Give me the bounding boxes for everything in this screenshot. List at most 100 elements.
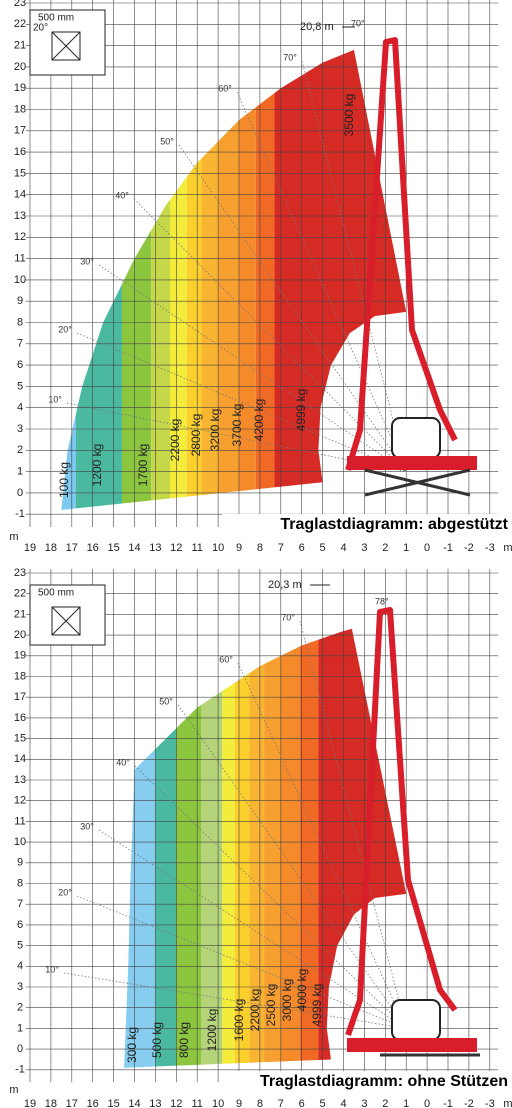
x-tick-label: -2 (464, 1098, 474, 1108)
x-tick-label: 2 (382, 1098, 388, 1108)
y-tick-label: 16 (14, 146, 26, 158)
tip-angle: 78° (375, 596, 389, 606)
angle-ray (236, 91, 407, 472)
x-tick-label: -3 (485, 1098, 495, 1108)
x-tick-label: -3 (485, 542, 495, 554)
angle-label: 10° (45, 964, 59, 974)
angle-label: 70° (283, 52, 297, 62)
load-zone (124, 628, 156, 1068)
y-tick-label: 0 (17, 487, 23, 499)
y-tick-label: 8 (17, 316, 23, 328)
angle-ray (98, 829, 407, 1029)
load-label: 4999 kg (310, 984, 324, 1027)
y-tick-label: 21 (14, 40, 26, 52)
x-tick-label: 9 (236, 1098, 242, 1108)
y-tick-label: 12 (14, 795, 26, 807)
angle-label: 20° (58, 324, 72, 334)
y-tick-label: 12 (14, 231, 26, 243)
load-label: 1600 kg (232, 999, 246, 1042)
x-tick-label: 17 (66, 1098, 78, 1108)
y-tick-label: 13 (14, 210, 26, 222)
y-tick-label: 19 (14, 650, 26, 662)
load-zone (155, 628, 177, 1068)
load-label: 2500 kg (264, 984, 278, 1027)
y-tick-label: 2 (17, 444, 23, 456)
x-tick-label: 18 (45, 1098, 57, 1108)
load-label: 3700 kg (230, 404, 244, 447)
y-tick-label: 10 (14, 274, 26, 286)
x-tick-label: 8 (257, 1098, 263, 1108)
y-tick-label: 0 (17, 1043, 23, 1055)
x-tick-label: -2 (464, 542, 474, 554)
y-tick-label: 7 (17, 338, 23, 350)
angle-label: 60° (219, 654, 233, 664)
axis-unit: m (503, 1098, 512, 1108)
x-tick-label: 5 (320, 1098, 326, 1108)
crane-body (347, 1038, 477, 1052)
crane-cab (391, 999, 441, 1041)
panel-title: Traglastdiagramm: abgestützt (280, 516, 508, 533)
y-tick-label: 5 (17, 940, 23, 952)
load-label: 4200 kg (252, 399, 266, 442)
angle-label: 60° (218, 83, 232, 93)
y-tick-label: 18 (14, 670, 26, 682)
y-tick-label: 15 (14, 167, 26, 179)
axis-unit: m (9, 1084, 18, 1096)
inset-platform (51, 606, 81, 636)
load-label: 1700 kg (136, 444, 150, 487)
y-tick-label: 18 (14, 103, 26, 115)
y-tick-label: 2 (17, 1002, 23, 1014)
x-tick-label: 5 (320, 542, 326, 554)
x-tick-label: 4 (340, 1098, 346, 1108)
y-tick-label: 22 (14, 588, 26, 600)
x-tick-label: 7 (278, 542, 284, 554)
angle-label: 20° (58, 887, 72, 897)
y-tick-label: 16 (14, 712, 26, 724)
x-tick-label: 13 (149, 542, 161, 554)
angle-label: 40° (116, 757, 130, 767)
x-tick-label: 18 (45, 542, 57, 554)
y-tick-label: 6 (17, 919, 23, 931)
y-tick-label: 4 (17, 960, 23, 972)
x-tick-label: 14 (128, 542, 140, 554)
y-tick-label: 19 (14, 82, 26, 94)
inset-platform (51, 31, 81, 61)
y-tick-label: 9 (17, 857, 23, 869)
panel-title: Traglastdiagramm: ohne Stützen (260, 1073, 508, 1090)
x-tick-label: 15 (107, 1098, 119, 1108)
load-label: 1200 kg (205, 1009, 219, 1052)
height-label: 20,8 m (300, 21, 334, 33)
x-tick-label: 3 (361, 542, 367, 554)
y-tick-label: 10 (14, 836, 26, 848)
load-label: 3500 kg (342, 94, 356, 137)
y-tick-label: 5 (17, 380, 23, 392)
y-tick-label: 14 (14, 189, 26, 201)
y-tick-label: 23 (14, 0, 26, 9)
load-label: 2200 kg (168, 419, 182, 462)
crane-boom (345, 37, 458, 471)
x-tick-label: 17 (66, 542, 78, 554)
axis-unit: m (9, 531, 18, 543)
y-tick-label: 3 (17, 423, 23, 435)
x-tick-label: 14 (128, 1098, 140, 1108)
title-bg (222, 1071, 510, 1093)
y-tick-label: 17 (14, 125, 26, 137)
y-tick-label: 1 (17, 1022, 23, 1034)
angle-ray (237, 662, 407, 1029)
y-tick-label: 1 (17, 466, 23, 478)
angle-label: 50° (160, 136, 174, 146)
angle-label: 30° (80, 256, 94, 266)
y-tick-label: 11 (14, 815, 25, 827)
load-label: 2800 kg (189, 414, 203, 457)
inset-cross (51, 31, 81, 61)
angle-label: 10° (48, 394, 62, 404)
angle-ray (177, 704, 407, 1029)
x-tick-label: 0 (424, 542, 430, 554)
y-tick-label: 14 (14, 753, 26, 765)
angle-ray (301, 60, 407, 472)
angle-ray (133, 198, 407, 472)
x-tick-label: 1 (403, 1098, 409, 1108)
load-label: 500 kg (150, 1022, 164, 1058)
x-tick-label: -1 (443, 542, 453, 554)
